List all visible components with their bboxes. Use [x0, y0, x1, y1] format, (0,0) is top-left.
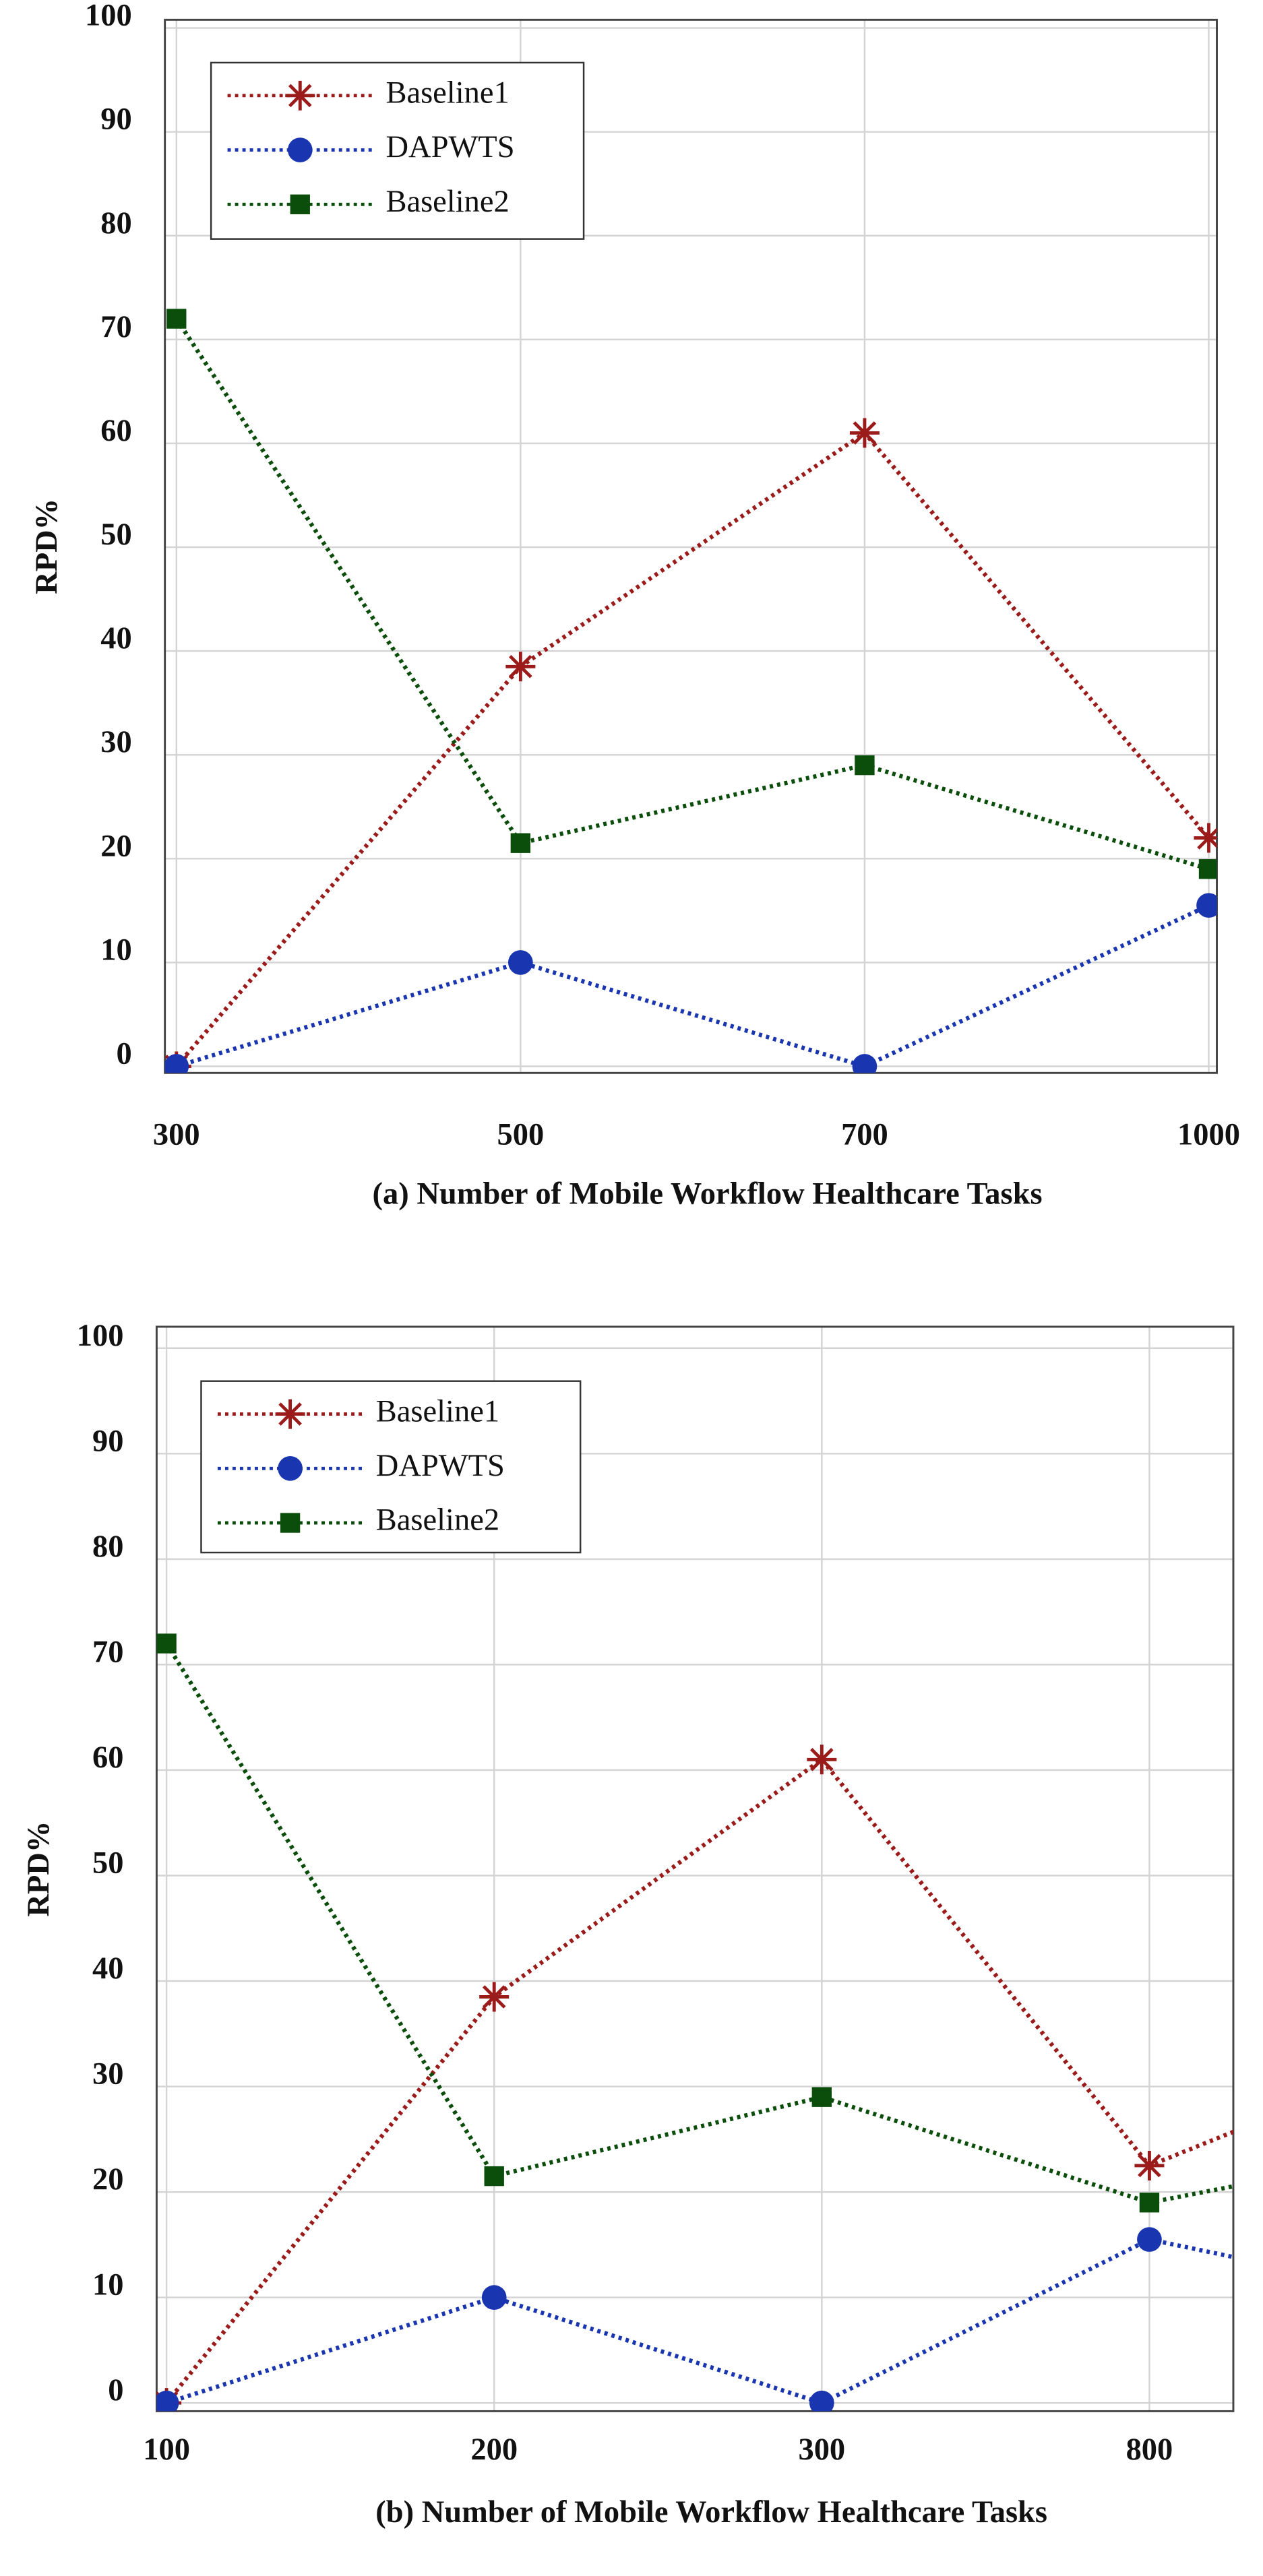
- marker: [508, 950, 533, 975]
- plot-area: [164, 309, 1217, 1073]
- marker: [156, 1633, 177, 1654]
- marker: [849, 418, 880, 448]
- y-tick-label: 80: [92, 1530, 123, 1564]
- series-line: [175, 317, 1210, 871]
- y-tick-label: 0: [116, 1037, 131, 1071]
- marker: [481, 2285, 507, 2310]
- x-axis-label: (b) Number of Mobile Workflow Healthcare…: [375, 2495, 1047, 2530]
- y-tick-label: 10: [92, 2268, 123, 2302]
- marker: [852, 1054, 877, 1073]
- y-axis-label: RPD%: [30, 499, 64, 594]
- marker: [807, 1745, 837, 1775]
- series-line: [175, 430, 1210, 1068]
- marker: [275, 1399, 305, 1429]
- y-tick-label: 40: [100, 621, 131, 656]
- y-tick-label: 80: [100, 206, 131, 241]
- x-tick-label: 100: [143, 2432, 190, 2467]
- y-tick-label: 30: [92, 2057, 123, 2092]
- x-tick-label: 300: [798, 2432, 845, 2467]
- marker: [287, 137, 313, 162]
- marker: [164, 1054, 189, 1073]
- y-tick-label: 100: [77, 1319, 124, 1353]
- marker: [479, 1982, 510, 2012]
- series-line: [166, 2237, 1233, 2406]
- marker: [505, 652, 536, 682]
- y-tick-label: 20: [92, 2162, 123, 2197]
- plot-frame: [164, 18, 1218, 1074]
- y-tick-label: 60: [100, 414, 131, 448]
- y-tick-label: 20: [100, 829, 131, 863]
- x-tick-label: 800: [1126, 2432, 1173, 2467]
- y-tick-label: 70: [100, 310, 131, 344]
- marker: [1198, 859, 1217, 879]
- legend-label: Baseline1: [386, 76, 509, 111]
- marker: [280, 1513, 301, 1533]
- y-tick-label: 10: [100, 933, 131, 967]
- y-tick-label: 90: [100, 102, 131, 137]
- series-line: [164, 1756, 1233, 2405]
- marker: [1139, 2193, 1160, 2213]
- y-tick-label: 100: [85, 0, 132, 33]
- series-line: [164, 1642, 1233, 2205]
- x-axis-label: (a) Number of Mobile Workflow Healthcare…: [373, 1176, 1043, 1211]
- x-tick-label: 700: [841, 1117, 888, 1152]
- legend-label: DAPWTS: [376, 1449, 505, 1483]
- x-tick-label: 500: [497, 1117, 544, 1152]
- x-tick-label: 1000: [1177, 1117, 1240, 1152]
- y-tick-label: 50: [92, 1846, 123, 1880]
- x-tick-label: 200: [470, 2432, 518, 2467]
- y-tick-label: 30: [100, 725, 131, 759]
- marker: [166, 309, 187, 329]
- y-tick-label: 60: [92, 1740, 123, 1775]
- plot-frame: [155, 1325, 1235, 2412]
- marker: [811, 2087, 832, 2107]
- marker: [510, 833, 531, 853]
- marker: [1194, 823, 1217, 853]
- y-tick-label: 90: [92, 1424, 123, 1458]
- legend-label: Baseline2: [376, 1503, 499, 1538]
- y-tick-label: 70: [92, 1635, 123, 1669]
- marker: [855, 755, 875, 776]
- legend-label: Baseline1: [376, 1394, 499, 1428]
- marker: [290, 194, 310, 214]
- series-line: [175, 903, 1210, 1069]
- marker: [156, 2390, 179, 2412]
- plot-area: [156, 1633, 1233, 2412]
- marker: [1196, 893, 1217, 918]
- marker: [484, 2166, 504, 2187]
- marker: [278, 1455, 303, 1481]
- marker: [1134, 2150, 1165, 2180]
- chart: 0 10 20 30 40 50 60 70 80 90 100 300 500 700 1000 (a) N…: [30, 0, 1240, 1211]
- marker: [285, 80, 315, 111]
- y-axis-label: RPD%: [22, 1821, 56, 1917]
- chart: 0 10 20 30 40 50 60 70 80 90 100 100 200 300 800 (b) Nu…: [22, 1319, 1235, 2530]
- legend-label: DAPWTS: [386, 130, 514, 164]
- x-tick-label: 300: [153, 1117, 200, 1152]
- legend-label: Baseline2: [386, 185, 509, 219]
- marker: [1137, 2227, 1162, 2252]
- y-tick-label: 40: [92, 1951, 123, 1986]
- y-tick-label: 50: [100, 517, 131, 552]
- y-tick-label: 0: [108, 2373, 123, 2408]
- marker: [809, 2390, 834, 2412]
